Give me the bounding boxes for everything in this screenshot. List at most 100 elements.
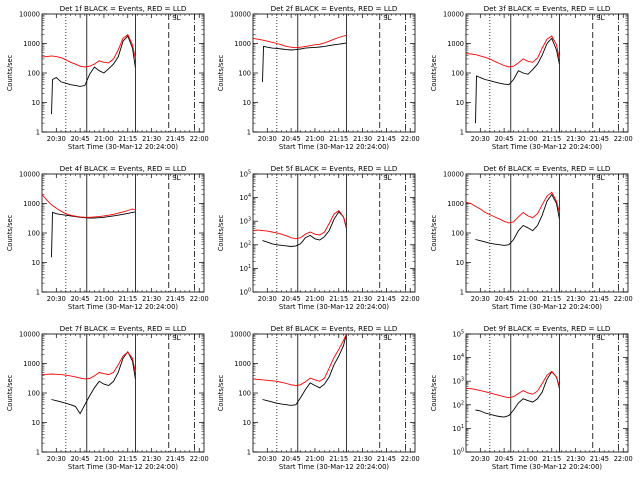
saa-annotation: SL <box>383 14 391 22</box>
x-tick-label: 20:45 <box>495 455 514 463</box>
x-axis-label: Start Time (30-Mar-12 20:24:00) <box>279 143 389 151</box>
x-tick-label: 20:45 <box>71 295 90 303</box>
x-tick-label: 21:30 <box>566 455 585 463</box>
x-tick-label: 20:30 <box>471 455 490 463</box>
series-line-lld <box>42 33 136 68</box>
series-line-events <box>51 35 136 115</box>
y-tick-label: 10000 <box>19 331 40 339</box>
y-tick-label: 10000 <box>19 11 40 19</box>
chart-title: Det 5f BLACK = Events, RED = LLD <box>271 164 398 173</box>
series-line-lld <box>42 351 136 380</box>
x-axis-label: Start Time (30-Mar-12 20:24:00) <box>492 143 602 151</box>
x-tick-label: 20:45 <box>71 135 90 143</box>
y-tick-label: 10000 <box>443 11 464 19</box>
x-tick-label: 21:30 <box>353 295 372 303</box>
y-tick-label: 10 <box>32 99 40 107</box>
x-tick-label: 20:30 <box>47 135 66 143</box>
x-tick-label: 21:00 <box>94 455 113 463</box>
y-axis-label: Counts/sec <box>217 214 225 251</box>
y-axis-label: Counts/sec <box>430 214 438 251</box>
x-axis-label: Start Time (30-Mar-12 20:24:00) <box>492 463 602 471</box>
y-tick-label: 10 <box>456 99 464 107</box>
y-tick-label: 1000 <box>23 360 40 368</box>
y-tick-label: 10000 <box>19 171 40 179</box>
x-tick-label: 21:15 <box>118 135 137 143</box>
series-line-lld <box>253 209 347 240</box>
x-tick-label: 21:45 <box>377 455 396 463</box>
chart-title: Det 6f BLACK = Events, RED = LLD <box>484 164 611 173</box>
x-axis-label: Start Time (30-Mar-12 20:24:00) <box>68 463 178 471</box>
x-tick-label: 21:00 <box>305 135 324 143</box>
x-tick-label: 22:00 <box>614 135 633 143</box>
x-tick-label: 21:45 <box>590 455 609 463</box>
y-tick-label: 100 <box>27 230 40 238</box>
x-tick-label: 21:00 <box>518 135 537 143</box>
y-tick-label: 1000 <box>23 200 40 208</box>
chart-panel-2: Det 2f BLACK = Events, RED = LLD 1 10 100 10… <box>217 4 420 151</box>
y-tick-label: 105 <box>240 170 251 179</box>
x-tick-label: 21:15 <box>542 135 561 143</box>
x-axis-label: Start Time (30-Mar-12 20:24:00) <box>68 303 178 311</box>
series-line-lld <box>253 334 347 386</box>
chart-panel-9: Det 9f BLACK = Events, RED = LLD 100 101 10… <box>430 324 633 471</box>
saa-annotation: SL <box>172 14 180 22</box>
x-tick-label: 21:15 <box>329 135 348 143</box>
chart-title: Det 1f BLACK = Events, RED = LLD <box>60 4 187 13</box>
y-tick-label: 1 <box>460 289 464 297</box>
y-tick-label: 100 <box>238 390 251 398</box>
y-axis-label: Counts/sec <box>6 374 14 411</box>
series-line-events <box>262 211 347 247</box>
y-tick-label: 1 <box>36 129 40 137</box>
x-tick-label: 22:00 <box>190 295 209 303</box>
y-axis-label: Counts/sec <box>6 54 14 91</box>
plot-frame <box>252 13 416 133</box>
y-tick-label: 100 <box>27 390 40 398</box>
chart-title: Det 9f BLACK = Events, RED = LLD <box>484 324 611 333</box>
x-tick-label: 22:00 <box>190 135 209 143</box>
x-tick-label: 20:45 <box>282 135 301 143</box>
y-tick-label: 1000 <box>447 200 464 208</box>
x-tick-label: 20:30 <box>47 295 66 303</box>
x-tick-label: 21:30 <box>142 135 161 143</box>
x-tick-label: 21:30 <box>142 295 161 303</box>
saa-annotation: SL <box>172 174 180 182</box>
x-axis-label: Start Time (30-Mar-12 20:24:00) <box>492 303 602 311</box>
x-tick-label: 21:15 <box>329 295 348 303</box>
chart-title: Det 3f BLACK = Events, RED = LLD <box>484 4 611 13</box>
saa-annotation: SL <box>383 334 391 342</box>
y-tick-label: 101 <box>453 424 464 433</box>
y-tick-label: 100 <box>451 70 464 78</box>
x-tick-label: 21:45 <box>590 295 609 303</box>
plot-frame <box>465 13 629 133</box>
x-tick-label: 21:00 <box>94 135 113 143</box>
series-line-lld <box>466 35 560 68</box>
chart-panel-5: Det 5f BLACK = Events, RED = LLD 100 101 10… <box>217 164 420 311</box>
x-tick-label: 21:00 <box>305 295 324 303</box>
y-tick-label: 1000 <box>447 40 464 48</box>
y-tick-label: 10 <box>243 99 251 107</box>
x-tick-label: 21:00 <box>518 455 537 463</box>
y-tick-label: 101 <box>240 264 251 273</box>
saa-annotation: SL <box>172 334 180 342</box>
x-tick-label: 20:30 <box>258 135 277 143</box>
saa-annotation: SL <box>383 174 391 182</box>
series-line-events <box>475 37 560 124</box>
x-tick-label: 21:45 <box>166 295 185 303</box>
x-tick-label: 20:30 <box>258 295 277 303</box>
x-tick-label: 21:15 <box>542 455 561 463</box>
chart-panel-7: Det 7f BLACK = Events, RED = LLD 1 10 100 10… <box>6 324 209 471</box>
plot-frame <box>41 13 205 133</box>
chart-panel-3: Det 3f BLACK = Events, RED = LLD 1 10 100 10… <box>430 4 633 151</box>
plot-frame <box>41 333 205 453</box>
x-tick-label: 21:30 <box>142 455 161 463</box>
x-tick-label: 21:45 <box>377 295 396 303</box>
series-line-events <box>51 350 136 415</box>
y-tick-label: 1000 <box>23 40 40 48</box>
y-tick-label: 105 <box>453 330 464 339</box>
saa-annotation: SL <box>596 334 604 342</box>
chart-panel-8: Det 8f BLACK = Events, RED = LLD 1 10 100 10… <box>217 324 420 471</box>
x-tick-label: 21:00 <box>305 455 324 463</box>
x-tick-label: 21:30 <box>353 135 372 143</box>
y-tick-label: 1000 <box>234 40 251 48</box>
y-tick-label: 10000 <box>230 11 251 19</box>
